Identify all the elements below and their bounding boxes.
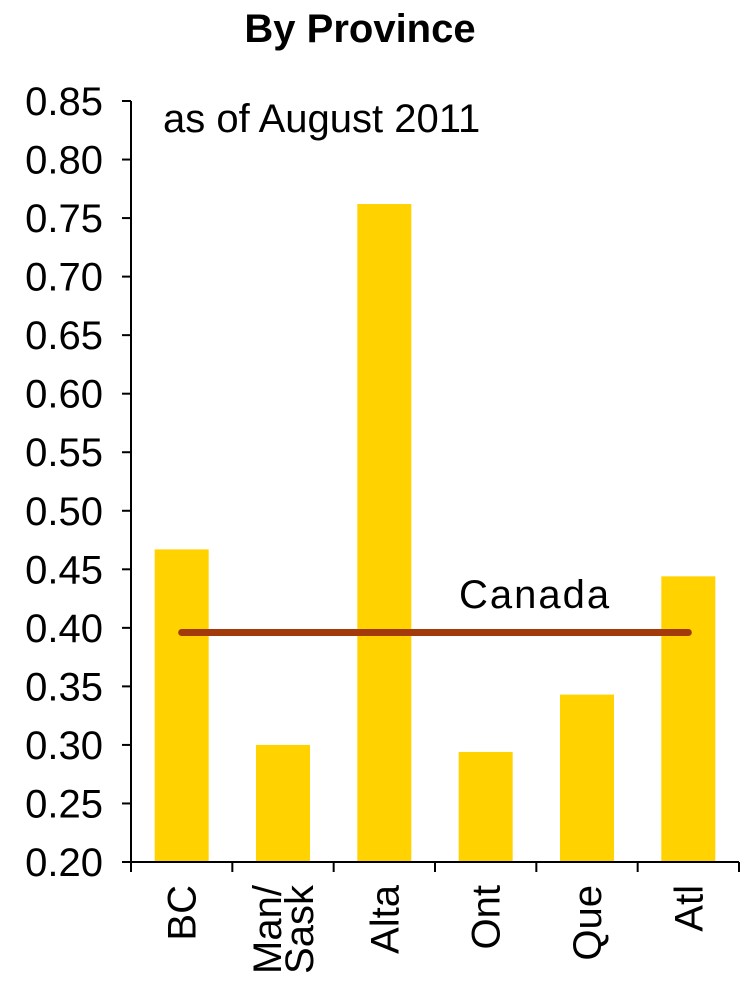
chart-subtitle: as of August 2011	[163, 97, 480, 141]
bars	[154, 204, 716, 862]
y-tick-label: 0.35	[25, 665, 103, 709]
x-tick-label: Alta	[363, 884, 407, 954]
x-tick-label: Que	[566, 885, 610, 961]
bar-ont	[458, 751, 513, 862]
y-tick-label: 0.65	[25, 314, 103, 358]
y-axis-ticks: 0.20 0.25 0.30 0.35 0.40 0.45 0.50 0.55 0.60 0.65…	[25, 80, 131, 885]
x-tick-label: BC	[161, 885, 205, 941]
bar-que	[560, 694, 614, 862]
bar-alta	[357, 204, 412, 862]
axes	[130, 101, 739, 863]
y-tick-label: 0.50	[25, 490, 103, 534]
y-tick-label: 0.25	[25, 782, 103, 826]
y-tick-label: 0.45	[25, 548, 103, 592]
chart-title: By Province	[244, 7, 475, 51]
x-tick-label: Sask	[278, 884, 322, 974]
reference-line-label: Canada	[459, 573, 611, 617]
bar-bc	[154, 549, 209, 862]
y-tick-label: 0.55	[25, 431, 103, 475]
y-tick-label: 0.75	[25, 197, 103, 241]
bar-atl	[661, 576, 716, 862]
y-tick-label: 0.80	[25, 139, 103, 183]
bar-mansask	[256, 744, 310, 862]
y-tick-label: 0.30	[25, 724, 103, 768]
y-tick-label: 0.70	[25, 256, 103, 300]
x-tick-label: Ont	[465, 885, 509, 949]
y-tick-label: 0.85	[25, 80, 103, 124]
y-tick-label: 0.60	[25, 373, 103, 417]
y-tick-label: 0.40	[25, 607, 103, 651]
x-tick-label: Man/	[246, 884, 290, 974]
y-tick-label: 0.20	[25, 841, 103, 885]
x-axis-ticks: BC Man/Sask Alta Ont Que Atl	[130, 862, 740, 974]
x-tick-label: Atl	[667, 885, 711, 932]
